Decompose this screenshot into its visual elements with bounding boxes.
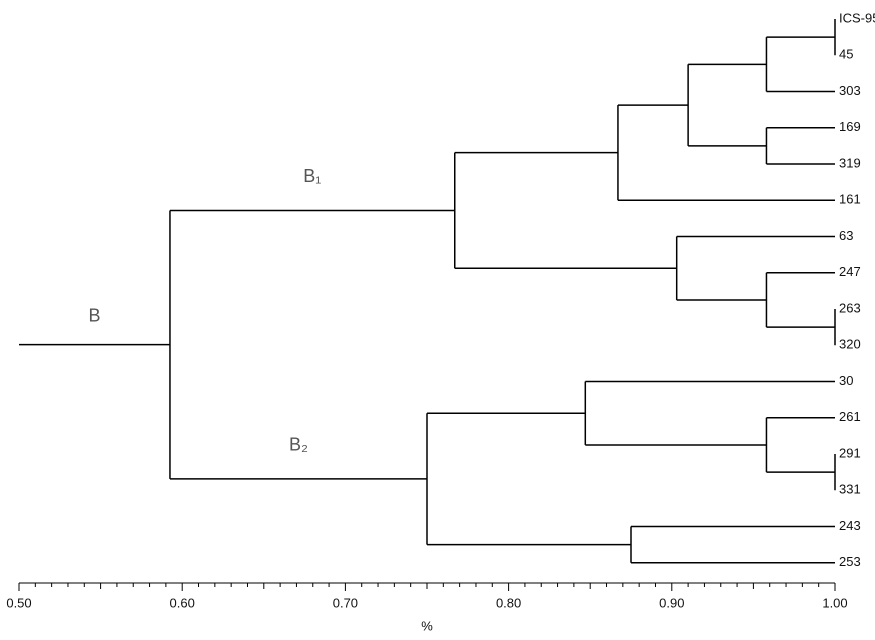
- leaf-label: 247: [839, 264, 861, 279]
- leaf-label: 303: [839, 83, 861, 98]
- leaf-label: 291: [839, 445, 861, 460]
- cluster-label: B: [88, 305, 100, 325]
- leaf-label: 161: [839, 192, 861, 207]
- x-tick-label: 0.80: [496, 595, 521, 610]
- x-axis-label: %: [421, 618, 433, 633]
- x-tick-label: 0.60: [170, 595, 195, 610]
- x-tick-label: 0.70: [333, 595, 358, 610]
- leaf-label: 319: [839, 155, 861, 170]
- leaf-label: 45: [839, 47, 853, 62]
- leaf-label: ICS-95: [839, 10, 875, 25]
- leaf-label: 331: [839, 482, 861, 497]
- x-tick-label: 1.00: [822, 595, 847, 610]
- leaf-label: 263: [839, 300, 861, 315]
- leaf-label: 30: [839, 373, 853, 388]
- x-tick-label: 0.90: [659, 595, 684, 610]
- cluster-label: B₁: [303, 166, 321, 186]
- leaf-label: 63: [839, 228, 853, 243]
- leaf-label: 253: [839, 554, 861, 569]
- x-tick-label: 0.50: [6, 595, 31, 610]
- leaf-label: 243: [839, 518, 861, 533]
- leaf-label: 169: [839, 119, 861, 134]
- cluster-label: B₂: [289, 435, 308, 455]
- leaf-label: 261: [839, 409, 861, 424]
- leaf-label: 320: [839, 337, 861, 352]
